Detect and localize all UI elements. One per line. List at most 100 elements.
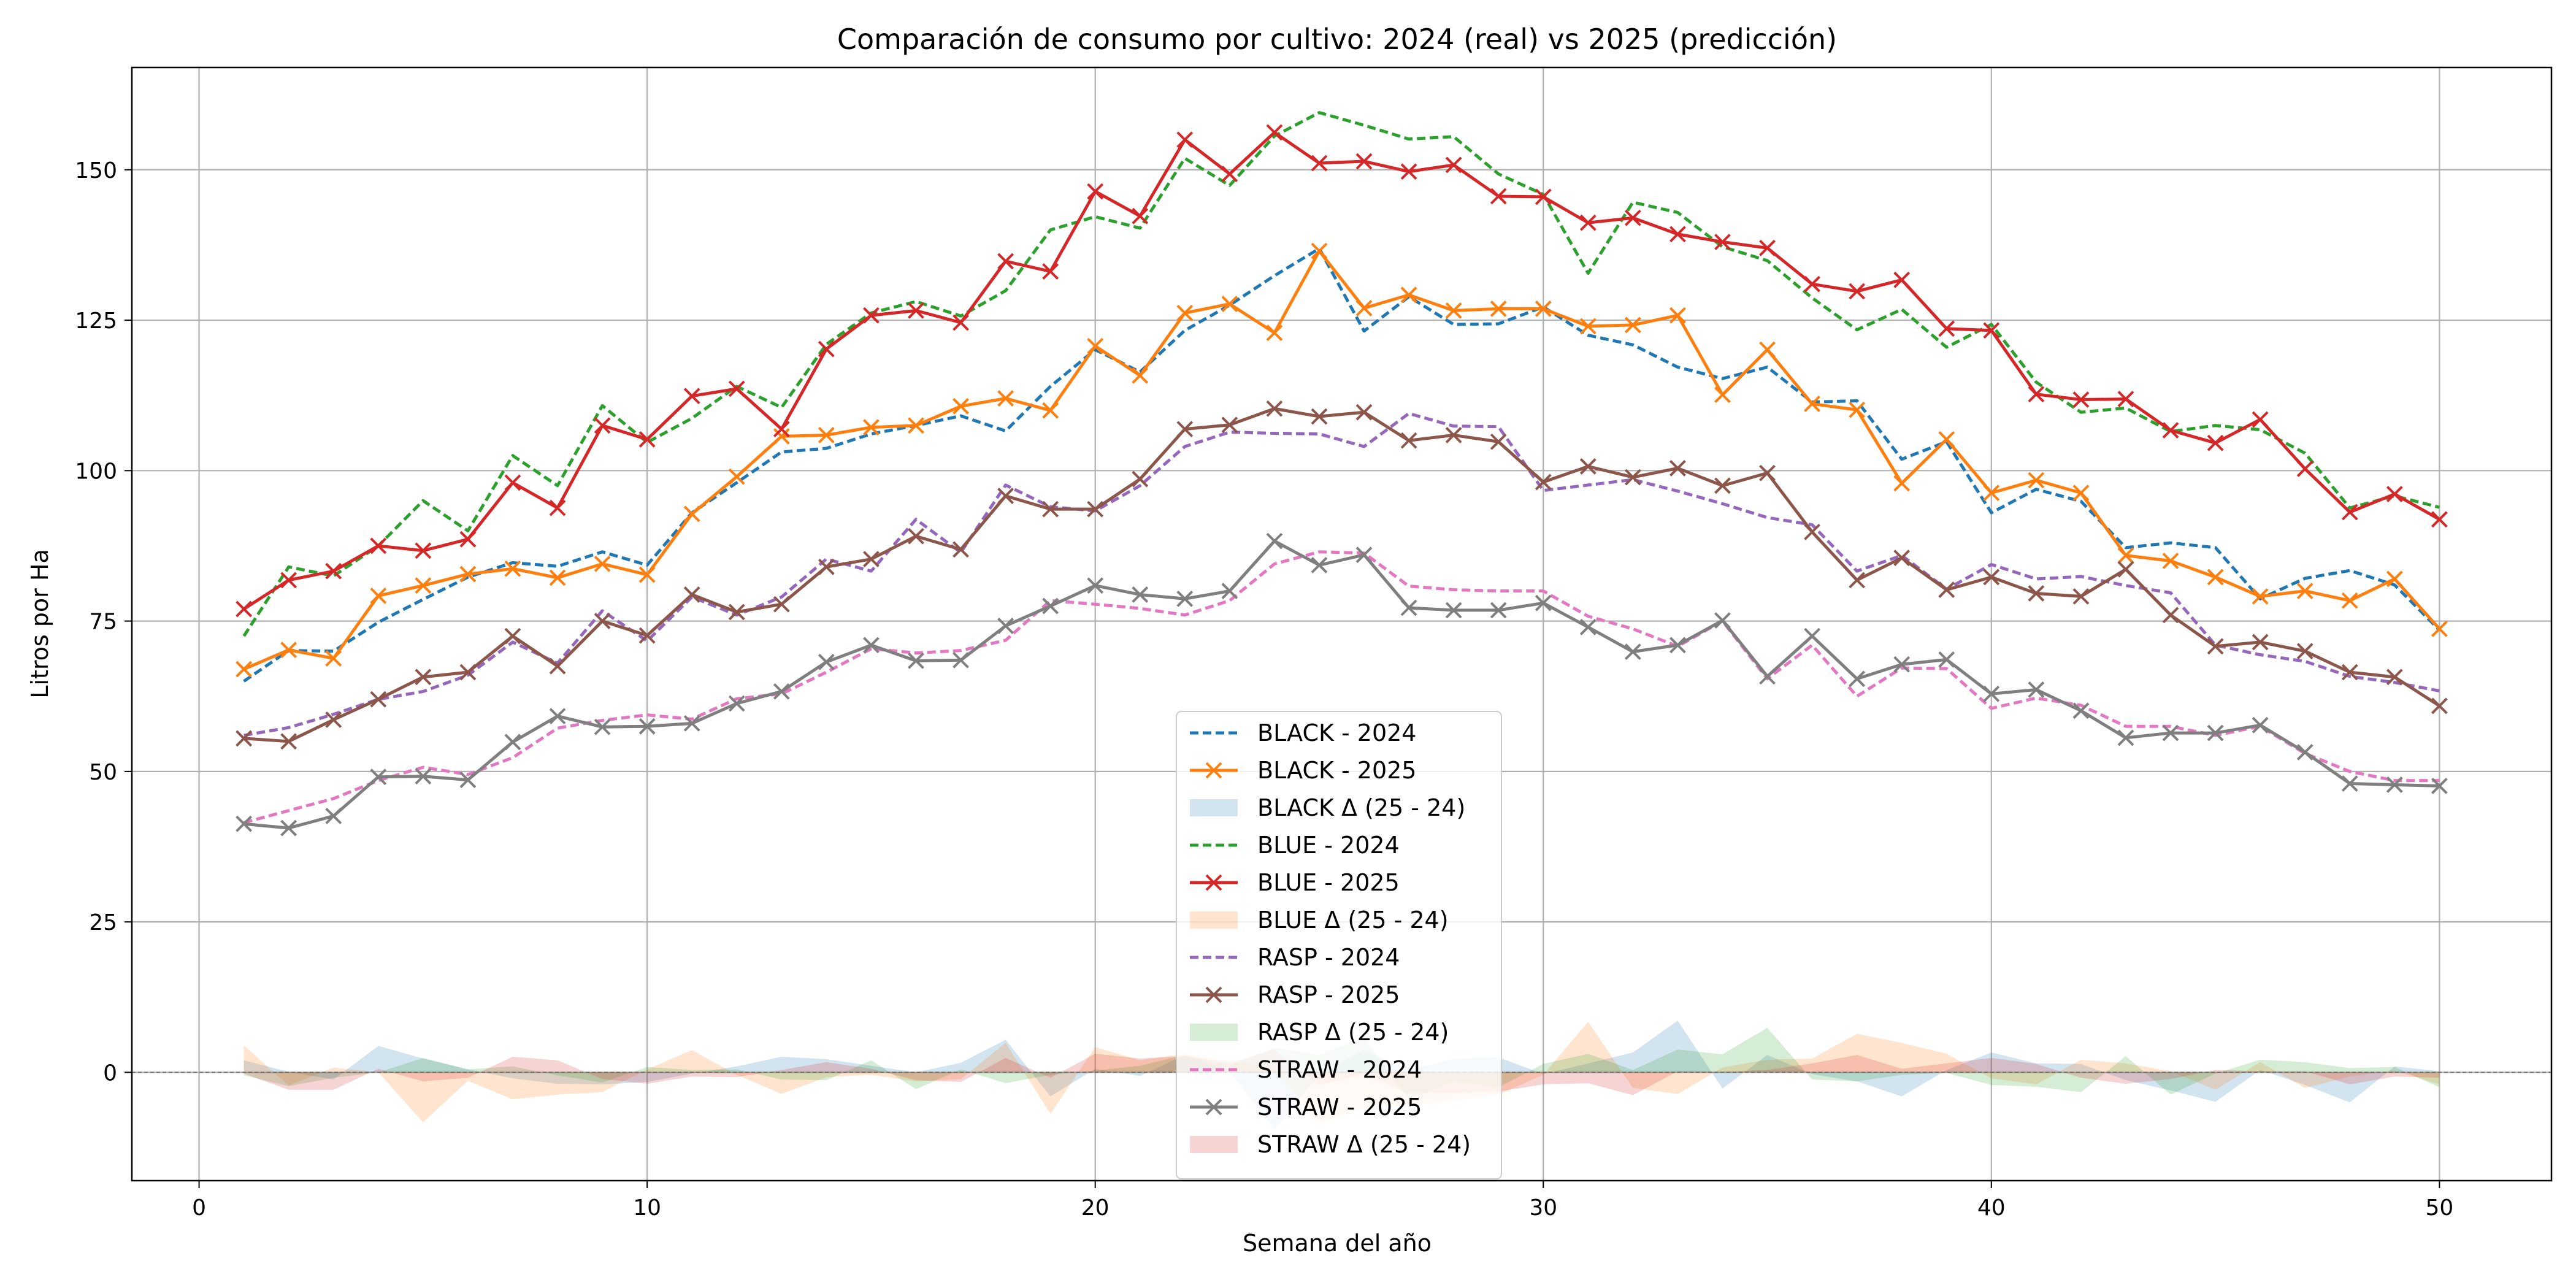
- legend-item: RASP - 2024: [1190, 944, 1400, 971]
- data-point-black-2025: [549, 569, 566, 586]
- data-point-black-2025: [459, 565, 477, 583]
- data-point-rasp-2025: [1042, 500, 1059, 518]
- data-point-rasp-2025: [1355, 404, 1373, 421]
- x-axis: 0 10 20 30 40 50: [192, 1181, 2453, 1221]
- data-point-straw-2025: [638, 718, 656, 735]
- data-point-blue-2025: [549, 499, 566, 516]
- x-tick-label: 30: [1529, 1195, 1557, 1221]
- data-point-blue-2025: [1176, 131, 1194, 148]
- data-point-black-2025: [1983, 485, 2000, 502]
- data-point-blue-2025: [594, 417, 611, 434]
- data-point-black-2025: [1579, 318, 1597, 335]
- data-point-black-2025: [2117, 547, 2134, 564]
- data-point-rasp-2025: [908, 527, 924, 545]
- data-point-straw-2025: [2386, 776, 2403, 793]
- data-point-blue-2025: [415, 542, 432, 559]
- data-point-black-2025: [1759, 341, 1776, 358]
- data-point-rasp-2025: [459, 664, 477, 681]
- data-point-black-2025: [2162, 553, 2179, 569]
- data-point-blue-2025: [2431, 511, 2448, 528]
- data-point-straw-2025: [1490, 602, 1507, 619]
- data-point-rasp-2025: [504, 627, 521, 645]
- data-point-rasp-2025: [1132, 470, 1149, 488]
- legend-swatch: [1190, 1024, 1238, 1041]
- x-tick-label: 0: [192, 1195, 206, 1221]
- data-point-black-2025: [1849, 401, 1866, 418]
- series-line-straw-2025: [243, 539, 2440, 830]
- data-point-rasp-2025: [773, 596, 790, 613]
- data-point-blue-2025: [370, 537, 387, 554]
- data-point-blue-2025: [1042, 263, 1059, 280]
- series-line-straw-2024: [243, 550, 2440, 824]
- data-point-straw-2025: [415, 768, 432, 785]
- data-point-blue-2025: [2207, 434, 2224, 451]
- data-point-straw-2025: [953, 651, 969, 669]
- data-point-straw-2025: [370, 769, 387, 786]
- data-point-straw-2025: [1714, 612, 1731, 629]
- data-point-rasp-2025: [728, 604, 745, 621]
- data-point-blue-2025: [2028, 386, 2045, 403]
- data-point-rasp-2025: [953, 541, 969, 558]
- data-point-blue-2025: [2117, 391, 2134, 407]
- data-point-straw-2025: [1445, 602, 1462, 619]
- y-axis-label: Litros por Ha: [26, 549, 53, 698]
- data-point-straw-2025: [863, 637, 880, 654]
- data-point-blue-2025: [2296, 460, 2313, 477]
- data-point-black-2025: [1087, 337, 1104, 355]
- legend-item: BLACK - 2024: [1190, 719, 1416, 746]
- data-point-black-2025: [1893, 475, 1911, 492]
- x-tick-label: 10: [633, 1195, 661, 1221]
- data-point-blue-2025: [1400, 163, 1417, 180]
- data-point-black-2025: [1042, 402, 1059, 419]
- data-point-blue-2025: [1579, 214, 1597, 231]
- data-point-straw-2025: [1849, 670, 1866, 688]
- legend-label: STRAW Δ (25 - 24): [1257, 1131, 1471, 1158]
- data-point-black-2025: [2028, 472, 2045, 489]
- data-point-straw-2025: [1221, 583, 1238, 599]
- data-point-black-2025: [370, 587, 387, 604]
- data-point-straw-2025: [2207, 724, 2224, 742]
- data-point-rasp-2025: [2431, 697, 2448, 715]
- y-tick-label: 100: [75, 459, 117, 484]
- data-point-rasp-2025: [863, 551, 880, 567]
- legend-item: BLUE Δ (25 - 24): [1190, 907, 1449, 933]
- data-point-rasp-2025: [997, 488, 1014, 504]
- data-point-rasp-2025: [1400, 432, 1417, 449]
- data-point-straw-2025: [1759, 668, 1776, 685]
- data-point-blue-2025: [1132, 207, 1149, 224]
- x-tick-label: 40: [1977, 1195, 2006, 1221]
- data-point-rasp-2025: [1893, 550, 1911, 566]
- legend-label: BLUE - 2024: [1257, 832, 1400, 859]
- data-point-rasp-2025: [370, 691, 387, 708]
- data-point-black-2025: [2207, 569, 2224, 586]
- data-point-black-2025: [1355, 300, 1373, 316]
- data-point-rasp-2025: [1176, 421, 1194, 438]
- y-tick-label: 150: [75, 158, 117, 183]
- data-point-straw-2025: [1132, 586, 1149, 603]
- data-point-rasp-2025: [2386, 669, 2403, 686]
- y-tick-label: 125: [75, 309, 117, 334]
- data-point-blue-2025: [1849, 283, 1866, 300]
- legend: BLACK - 2024 BLACK - 2025 BLACK Δ (25 - 24…: [1176, 711, 1502, 1179]
- y-tick-label: 75: [89, 610, 117, 635]
- series-line-black-2025: [243, 249, 2441, 671]
- data-point-black-2025: [953, 397, 969, 415]
- data-point-rasp-2025: [2162, 607, 2179, 624]
- data-point-blue-2025: [1804, 275, 1820, 293]
- legend-label: STRAW - 2025: [1257, 1094, 1422, 1121]
- data-point-straw-2025: [1624, 643, 1641, 661]
- legend-swatch: [1190, 1136, 1238, 1153]
- series-lines: [236, 111, 2448, 837]
- data-point-blue-2025: [1221, 166, 1238, 183]
- data-point-rasp-2025: [1087, 500, 1104, 518]
- legend-item: RASP Δ (25 - 24): [1190, 1019, 1449, 1046]
- data-point-rasp-2025: [1579, 458, 1597, 475]
- data-point-rasp-2025: [1445, 427, 1462, 443]
- data-point-black-2025: [1445, 302, 1462, 319]
- data-point-rasp-2025: [1669, 459, 1686, 477]
- legend-label: RASP - 2025: [1257, 981, 1400, 1008]
- data-point-blue-2025: [908, 302, 924, 319]
- legend-swatch: [1190, 799, 1238, 816]
- legend-marker: [1205, 874, 1222, 891]
- legend-swatch: [1190, 911, 1238, 929]
